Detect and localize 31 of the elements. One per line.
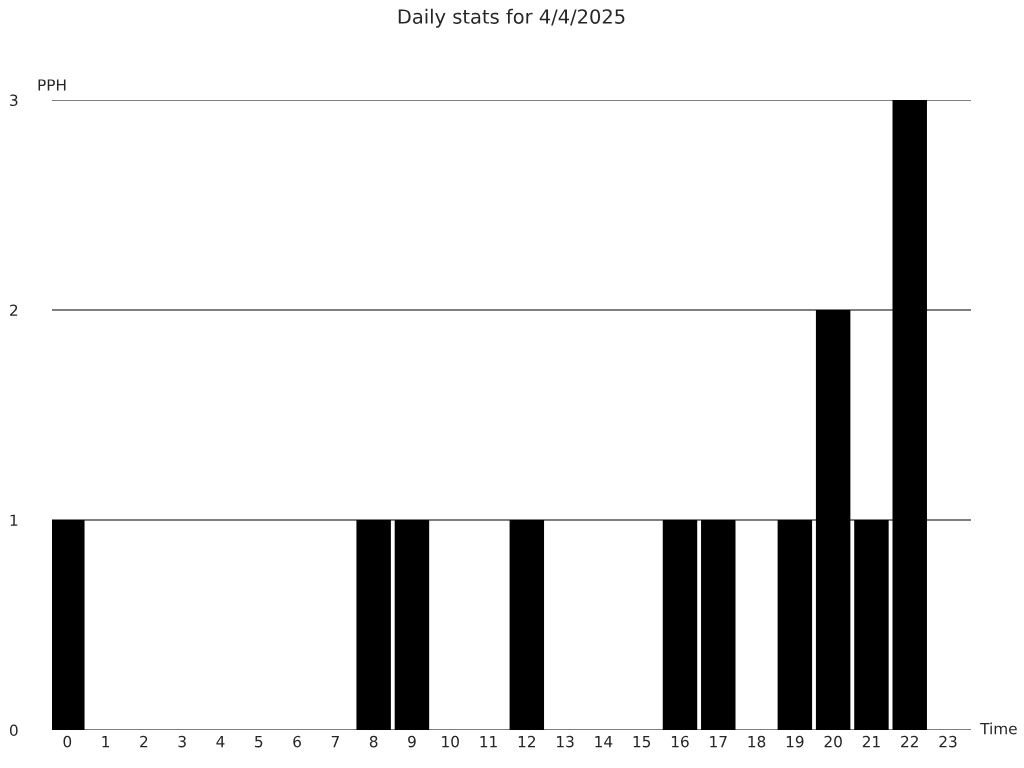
x-tick-label: 21 [862,735,880,748]
x-tick-label: 1 [102,736,110,748]
x-tick-label: 22 [901,735,918,748]
x-tick-label: 11 [480,736,497,748]
x-tick-label: 7 [331,736,339,748]
x-tick-label: 2 [140,735,148,748]
x-tick-label: 9 [408,735,416,748]
x-tick-label: 14 [595,736,613,748]
x-tick-label: 16 [671,735,689,748]
x-tick-label: 20 [824,735,842,748]
chart-title: Daily stats for 4/4/2025 [398,8,625,28]
x-tick-label: 18 [748,735,766,748]
y-axis-title: PPH [38,79,66,91]
x-tick-label: 3 [178,735,186,748]
x-tick-label: 4 [216,736,225,748]
x-tick-label: 17 [710,736,727,748]
x-tick-label: 10 [442,735,459,748]
x-tick-label: 5 [255,736,263,748]
x-tick-label: 13 [557,735,574,748]
y-tick-label: 1 [10,514,18,526]
x-axis-title: Time [980,722,1017,735]
x-tick-label: 8 [369,735,378,748]
y-tick-label: 3 [10,94,18,107]
x-tick-label: 12 [518,735,536,748]
y-tick-label: 2 [10,304,18,316]
x-tick-label: 23 [939,735,957,748]
x-tick-label: 15 [633,736,651,748]
x-tick-label: 0 [63,735,72,748]
y-tick-label: 0 [9,724,18,737]
x-tick-label: 19 [786,735,804,748]
x-tick-label: 6 [293,735,301,748]
